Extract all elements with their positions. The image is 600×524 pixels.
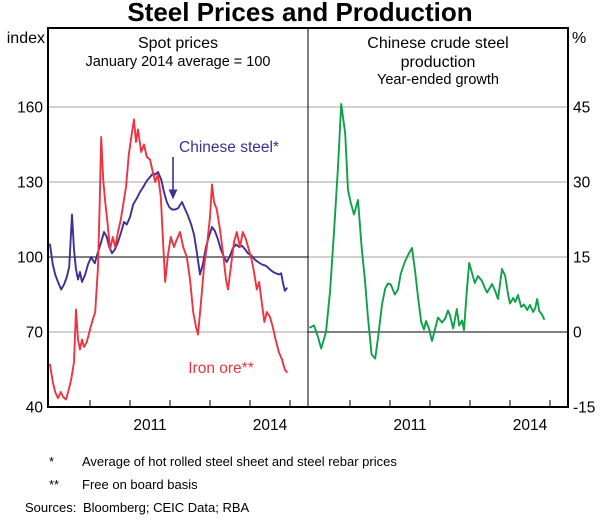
left-ytick-40: 40 [26, 400, 44, 417]
iron-ore-label: Iron ore** [188, 360, 253, 377]
production-line [309, 103, 545, 360]
left-ytick-100: 100 [17, 250, 43, 267]
left-axis-unit: index [7, 30, 45, 47]
right-panel-title-line2: production [401, 54, 476, 71]
chinese-steel-arrow-icon [168, 157, 178, 200]
chinese-steel-label: Chinese steel* [179, 139, 279, 156]
right-panel-title-line1: Chinese crude steel [367, 35, 508, 52]
right-ytick-15: 15 [573, 250, 590, 267]
right-axis-unit: % [572, 30, 586, 47]
footnote-marker-1: * [49, 454, 55, 469]
iron-ore-line [49, 118, 288, 401]
right-ytick-0: 0 [573, 325, 582, 342]
left-panel-subtitle: January 2014 average = 100 [85, 54, 270, 70]
right-panel-subtitle: Year-ended growth [377, 72, 499, 88]
chinese-steel-line [49, 171, 288, 292]
right-ytick-45: 45 [573, 100, 590, 117]
left-ytick-130: 130 [17, 175, 43, 192]
right-ytick-30: 30 [573, 175, 591, 192]
right-xtick-2014: 2014 [513, 417, 548, 434]
left-panel-title: Spot prices [138, 35, 218, 52]
footnote-text-1: Average of hot rolled steel sheet and st… [82, 454, 397, 469]
footnote-marker-2: ** [49, 477, 60, 492]
left-ytick-70: 70 [26, 325, 44, 342]
right-ytick-neg15: -15 [573, 400, 595, 417]
plot-layer [47, 27, 569, 408]
steel-chart: index % 160 130 100 70 40 45 30 15 0 -15… [7, 27, 595, 434]
footnotes: * Average of hot rolled steel sheet and … [0, 452, 600, 524]
left-ytick-160: 160 [17, 100, 43, 117]
footnote-text-2: Free on board basis [82, 477, 198, 492]
page-title: Steel Prices and Production [127, 0, 473, 27]
right-xtick-2011: 2011 [393, 417, 426, 434]
left-xtick-2014: 2014 [253, 417, 288, 434]
sources-label: Sources: [25, 500, 77, 515]
left-xtick-2011: 2011 [133, 417, 166, 434]
sources-text: Bloomberg; CEIC Data; RBA [83, 500, 250, 515]
